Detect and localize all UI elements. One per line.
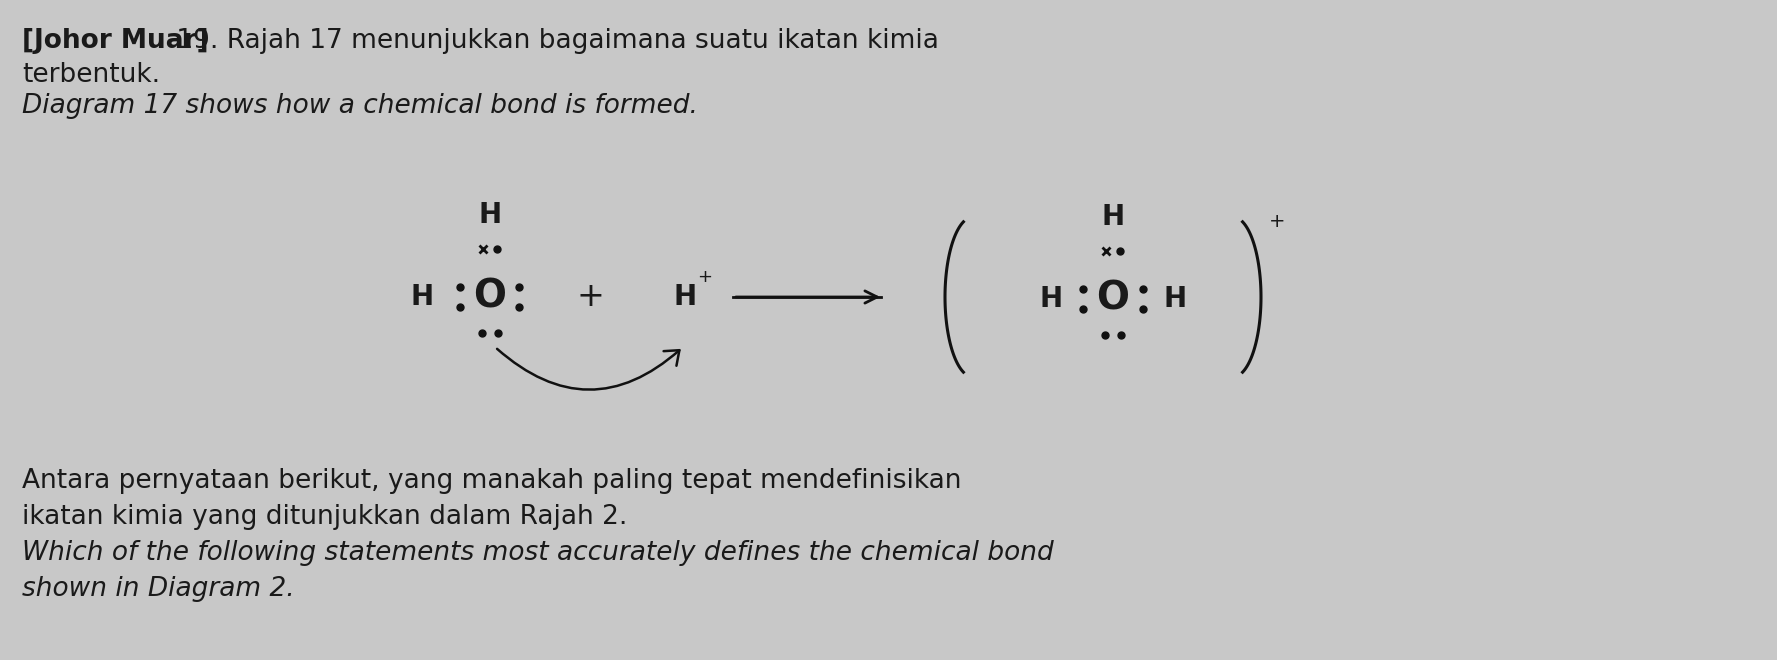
Text: +: + [698, 268, 713, 286]
Text: ikatan kimia yang ditunjukkan dalam Rajah 2.: ikatan kimia yang ditunjukkan dalam Raja… [21, 504, 627, 530]
Text: O: O [1096, 280, 1130, 318]
Text: H: H [410, 283, 434, 311]
Text: [Johor Muar]: [Johor Muar] [21, 28, 208, 54]
Text: +: + [1269, 212, 1285, 231]
Text: 19. Rajah 17 menunjukkan bagaimana suatu ikatan kimia: 19. Rajah 17 menunjukkan bagaimana suatu… [169, 28, 938, 54]
Text: H: H [1102, 203, 1125, 231]
Text: +: + [576, 280, 604, 314]
Text: H: H [1164, 285, 1187, 313]
Text: Which of the following statements most accurately defines the chemical bond: Which of the following statements most a… [21, 540, 1054, 566]
Text: Antara pernyataan berikut, yang manakah paling tepat mendefinisikan: Antara pernyataan berikut, yang manakah … [21, 468, 961, 494]
Text: terbentuk.: terbentuk. [21, 62, 160, 88]
Text: O: O [473, 278, 506, 316]
Text: shown in Diagram 2.: shown in Diagram 2. [21, 576, 295, 602]
Text: H: H [673, 283, 697, 311]
Text: Diagram 17 shows how a chemical bond is formed.: Diagram 17 shows how a chemical bond is … [21, 93, 698, 119]
FancyArrowPatch shape [498, 349, 679, 389]
Text: H: H [1040, 285, 1063, 313]
Text: H: H [478, 201, 501, 229]
